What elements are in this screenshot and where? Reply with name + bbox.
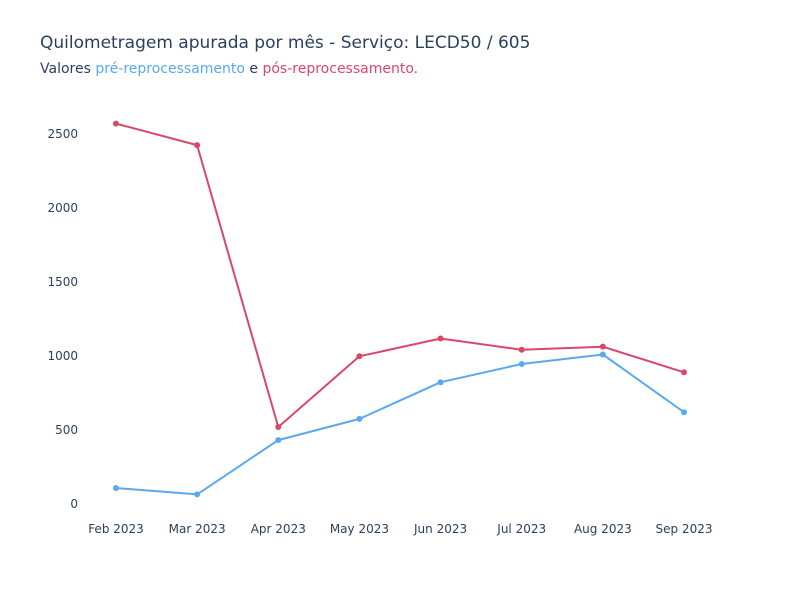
data-point-post[interactable]: [437, 335, 444, 342]
y-tick-label: 500: [55, 423, 78, 437]
x-tick-label: Jul 2023: [496, 522, 546, 536]
y-tick-label: 1500: [47, 275, 78, 289]
subtitle-prefix: Valores: [40, 61, 96, 77]
data-point-post[interactable]: [356, 353, 363, 360]
chart-title: Quilometragem apurada por mês - Serviço:…: [40, 33, 531, 53]
x-tick-label: Mar 2023: [169, 522, 226, 536]
data-point-pre[interactable]: [518, 360, 525, 367]
data-point-pre[interactable]: [681, 409, 687, 416]
data-point-post[interactable]: [518, 346, 525, 353]
x-tick-label: Sep 2023: [656, 522, 713, 536]
series-line-post: [115, 122, 685, 428]
data-point-pre[interactable]: [113, 485, 119, 492]
data-point-post[interactable]: [599, 343, 606, 350]
data-point-pre[interactable]: [356, 415, 363, 422]
y-tick-label: 0: [70, 497, 78, 511]
data-point-pre[interactable]: [437, 379, 444, 386]
data-point-pre[interactable]: [194, 491, 201, 498]
data-point-post[interactable]: [113, 120, 119, 127]
data-point-pre[interactable]: [275, 437, 282, 444]
series-pre: [113, 351, 687, 498]
x-axis: Feb 2023 Mar 2023 Apr 2023 May 2023 Jun 2023…: [88, 522, 712, 536]
data-point-post[interactable]: [194, 142, 201, 149]
y-axis: 0 500 1000 1500 2000 2500: [47, 127, 78, 511]
x-tick-label: Aug 2023: [574, 522, 632, 536]
series-post: [113, 120, 687, 431]
x-tick-label: Feb 2023: [88, 522, 144, 536]
data-point-pre[interactable]: [599, 351, 606, 358]
data-point-post[interactable]: [681, 369, 687, 376]
series-layer: [113, 120, 687, 498]
x-tick-label: May 2023: [330, 522, 389, 536]
chart-subtitle: Valores pré-reprocessamento e pós-reproc…: [40, 61, 418, 77]
y-tick-label: 2000: [47, 201, 78, 215]
x-tick-label: Apr 2023: [251, 522, 306, 536]
y-tick-label: 1000: [47, 349, 78, 363]
subtitle-post-label: pós-reprocessamento.: [262, 61, 419, 77]
series-line-pre: [115, 353, 685, 496]
subtitle-middle: e: [244, 61, 263, 77]
x-tick-label: Jun 2023: [413, 522, 467, 536]
y-tick-label: 2500: [47, 127, 78, 141]
subtitle-pre-label: pré-reprocessamento: [95, 61, 245, 77]
data-point-post[interactable]: [275, 424, 282, 431]
